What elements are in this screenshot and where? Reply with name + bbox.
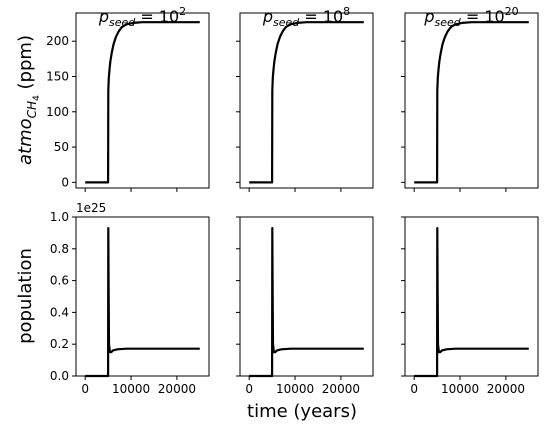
y-tick-label: 0.8	[50, 242, 69, 256]
subplot-r1-c0: 0.0 0.2 0.4 0.6 0.8 1.0 0 10000 20000 1e25	[50, 201, 210, 396]
y-tick-label: 0.2	[50, 337, 69, 351]
y-tick-label: 0	[61, 175, 69, 189]
x-tick-label: 20000	[487, 382, 525, 396]
x-tick-label: 10000	[276, 382, 314, 396]
y-axis-label-main: atmo	[15, 118, 36, 165]
column-title-symbol: p	[423, 7, 434, 26]
y-axis-label-bottom: population	[15, 248, 36, 344]
series-line	[414, 21, 529, 184]
axes-frame	[239, 12, 374, 189]
column-title-0: pseed = 102	[98, 5, 186, 29]
column-title-2: pseed = 1020	[423, 5, 518, 29]
y-axis-label-units: (ppm)	[15, 35, 36, 95]
y-tick-label: 0.0	[50, 369, 69, 383]
column-title-exponent: 20	[505, 5, 519, 18]
x-tick-label: 10000	[441, 382, 479, 396]
x-axis-label: time (years)	[247, 401, 357, 422]
axes-frame	[75, 12, 210, 189]
x-tick-label: 0	[81, 382, 89, 396]
series-line	[414, 227, 529, 378]
subplot-r0-c2	[401, 12, 539, 192]
y-tick-label: 1.0	[50, 210, 69, 224]
y-scale-offset-label: 1e25	[76, 201, 106, 215]
column-title-subscript: seed	[109, 16, 136, 29]
y-tick-label: 50	[54, 140, 69, 154]
y-tick-label: 0.6	[50, 274, 69, 288]
x-tick-label: 0	[410, 382, 418, 396]
y-tick-label: 150	[46, 70, 69, 84]
y-tick-label: 100	[46, 105, 69, 119]
subplot-r0-c0: 0 50 100 150 200	[46, 12, 210, 192]
y-axis-label-top: atmoCH4 (ppm)	[15, 35, 42, 165]
series-line	[85, 227, 200, 378]
column-title-exponent: 8	[343, 5, 350, 18]
column-title-exponent: 2	[179, 5, 186, 18]
axes-frame	[239, 216, 374, 377]
x-tick-label: 20000	[322, 382, 360, 396]
x-tick-label: 20000	[158, 382, 196, 396]
column-title-symbol: p	[262, 7, 273, 26]
subplot-r1-c2: 0 10000 20000	[401, 216, 539, 396]
y-tick-label: 0.4	[50, 305, 69, 319]
x-tick-label: 10000	[112, 382, 150, 396]
series-line	[249, 227, 364, 378]
column-title-symbol: p	[98, 7, 109, 26]
x-tick-label: 0	[245, 382, 253, 396]
y-axis-label-subscript: CH	[25, 101, 39, 118]
column-title-subscript: seed	[273, 16, 300, 29]
series-line	[85, 21, 200, 184]
axes-frame	[75, 216, 210, 377]
subplot-r0-c1	[236, 12, 374, 192]
y-tick-label: 200	[46, 34, 69, 48]
series-line	[249, 21, 364, 184]
y-axis-label-subsubscript: 4	[32, 95, 42, 101]
axes-frame	[404, 216, 539, 377]
column-title-subscript: seed	[434, 16, 461, 29]
subplot-r1-c1: 0 10000 20000	[236, 216, 374, 396]
axes-frame	[404, 12, 539, 189]
column-title-1: pseed = 108	[262, 5, 350, 29]
